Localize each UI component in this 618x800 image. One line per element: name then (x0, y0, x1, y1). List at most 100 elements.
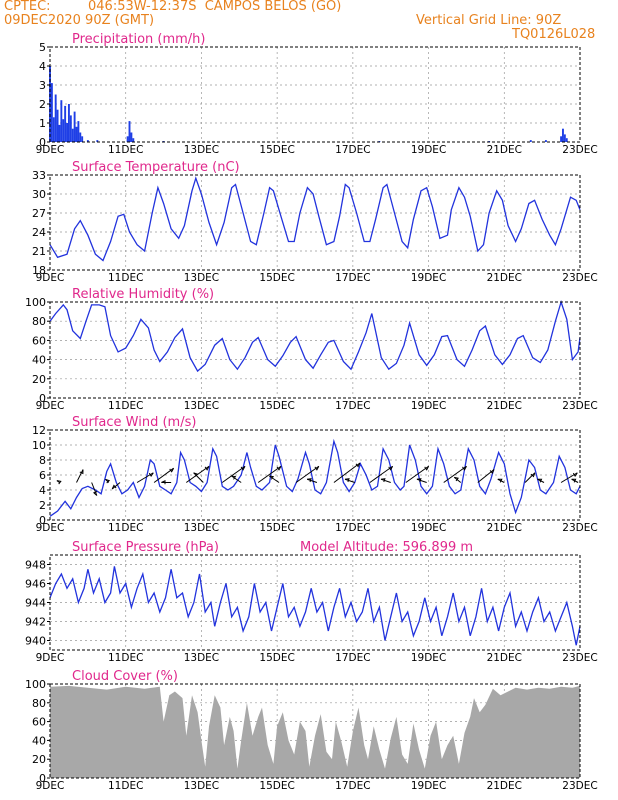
wind-vector-head (497, 478, 503, 483)
precip-ytick-label: 4 (39, 60, 46, 73)
pressure-xtick-label: 15DEC (259, 652, 294, 664)
wind-vector (153, 467, 175, 483)
precip-bar (67, 104, 70, 142)
wind-vector-head (276, 466, 282, 471)
cloud-panel: 0 20 40 60 80 100 9DEC 11DEC 13DEC 15DEC 17DEC 19DE… (25, 669, 598, 792)
wind-vector-head (571, 478, 577, 483)
wind-ytick-label: 12 (32, 424, 46, 437)
rh-xtick-label: 23DEC (562, 400, 597, 412)
temp-title: Surface Temperature (nC) (72, 160, 240, 175)
rh-xtick-label: 21DEC (487, 400, 522, 412)
wind-vector-head (240, 466, 246, 471)
wind-vector-shaft (344, 478, 355, 483)
wind-vector-shaft (269, 475, 280, 483)
wind-vector (405, 465, 430, 483)
pressure-ytick-label: 946 (25, 578, 46, 591)
wind-ytick-label: 6 (39, 469, 46, 482)
pressure-xtick-label: 11DEC (108, 652, 143, 664)
rh-ytick-label: 20 (32, 373, 46, 386)
pressure-title: Surface Pressure (hPa) (72, 540, 219, 555)
rh-ytick-label: 60 (32, 334, 46, 347)
wind-vector (524, 472, 536, 483)
wind-vector-head (193, 472, 199, 477)
wind-vector-shaft (443, 465, 467, 483)
rh-line (49, 299, 581, 373)
wind-vector-head (314, 466, 320, 471)
wind-vector-head (148, 472, 154, 478)
wind-vector (380, 478, 391, 483)
wind-xtick-label: 21DEC (487, 522, 522, 534)
wind-vector (369, 465, 394, 483)
wind-vector-head (388, 466, 394, 471)
cloud-ytick-label: 100 (25, 678, 46, 691)
wind-vector-shaft (221, 465, 246, 483)
precip-ytick-label: 2 (39, 98, 46, 111)
wind-vector-head (355, 462, 361, 468)
rh-ytick-label: 0 (39, 392, 46, 405)
temp-xtick-label: 21DEC (487, 272, 522, 284)
wind-vector-head (92, 491, 98, 496)
pressure-panel: 940 942 944 946 948 9DEC 11DEC 13DEC 15DEC 17DEC 1… (25, 540, 598, 664)
precip-bar (56, 109, 59, 142)
precip-panel: 0 1 2 3 4 5 9DEC 11DEC 13DEC 15DEC 17DEC 19DEC 21DEC… (36, 32, 598, 156)
cloud-xtick-label: 23DEC (562, 780, 597, 792)
precip-bar (529, 140, 532, 142)
wind-panel: 0 2 4 6 8 10 12 9DEC 11DEC 13DEC 15DEC 17DEC 19DEC 21… (32, 415, 598, 534)
temp-panel: 18 21 24 27 30 33 9DEC 11DEC 13DEC 15DEC 17DEC 19DE… (32, 160, 598, 284)
precip-xtick-label: 13DEC (184, 144, 219, 156)
wind-vector (344, 478, 355, 483)
wind-vector-head (380, 478, 386, 483)
cloud-xtick-label: 21DEC (487, 780, 522, 792)
precip-xtick-label: 23DEC (562, 144, 597, 156)
wind-vector-head (537, 478, 543, 483)
wind-vector-head (231, 475, 237, 480)
wind-line (49, 438, 581, 517)
rh-panel: 0 20 40 60 80 100 9DEC 11DEC 13DEC 15DEC 17DEC 19DE… (25, 287, 598, 412)
rh-xtick-label: 11DEC (108, 400, 143, 412)
temp-ytick-label: 27 (32, 207, 46, 220)
wind-vector-head (111, 484, 117, 490)
header-code: TQ0126L028 (512, 27, 596, 42)
precip-ytick-label: 3 (39, 79, 46, 92)
wind-vector-shaft (231, 475, 242, 483)
pressure-xtick-label: 9DEC (36, 652, 65, 664)
precip-ytick-label: 1 (39, 117, 46, 130)
wind-vector-head (161, 480, 166, 485)
wind-xtick-label: 17DEC (335, 522, 370, 534)
wind-vector-shaft (295, 465, 320, 483)
cloud-xtick-label: 17DEC (335, 780, 370, 792)
rh-xtick-label: 13DEC (184, 400, 219, 412)
precip-xtick-label: 19DEC (411, 144, 446, 156)
cloud-ytick-label: 0 (39, 772, 46, 785)
precip-xtick-label: 21DEC (487, 144, 522, 156)
header-run: 09DEC2020 90Z (GMT) (4, 13, 155, 28)
wind-title: Surface Wind (m/s) (72, 415, 196, 430)
wind-vector (537, 478, 545, 483)
wind-vector-shaft (91, 482, 98, 496)
rh-xtick-label: 9DEC (36, 400, 65, 412)
wind-vector (571, 478, 579, 483)
temp-xtick-label: 9DEC (36, 272, 65, 284)
rh-xtick-label: 19DEC (411, 400, 446, 412)
wind-vector (257, 465, 282, 483)
cloud-xtick-label: 13DEC (184, 780, 219, 792)
rh-title: Relative Humidity (%) (72, 287, 214, 302)
wind-vector-head (462, 466, 467, 471)
wind-vector (416, 478, 427, 483)
wind-ytick-label: 0 (39, 514, 46, 527)
wind-vector (221, 465, 246, 483)
wind-ytick-label: 2 (39, 499, 46, 512)
wind-ytick-label: 8 (39, 454, 46, 467)
precip-bar (66, 123, 68, 142)
precip-xtick-label: 9DEC (36, 144, 65, 156)
wind-vector (269, 475, 280, 483)
wind-vector-shaft (193, 472, 204, 483)
precip-bar (81, 136, 84, 142)
rh-ytick-label: 40 (32, 354, 46, 367)
wind-vector (91, 482, 98, 496)
cloud-ytick-label: 40 (32, 734, 46, 747)
precip-bar (126, 136, 129, 142)
wind-xtick-label: 13DEC (184, 522, 219, 534)
temp-frame (49, 174, 581, 271)
precip-bar (563, 134, 566, 142)
